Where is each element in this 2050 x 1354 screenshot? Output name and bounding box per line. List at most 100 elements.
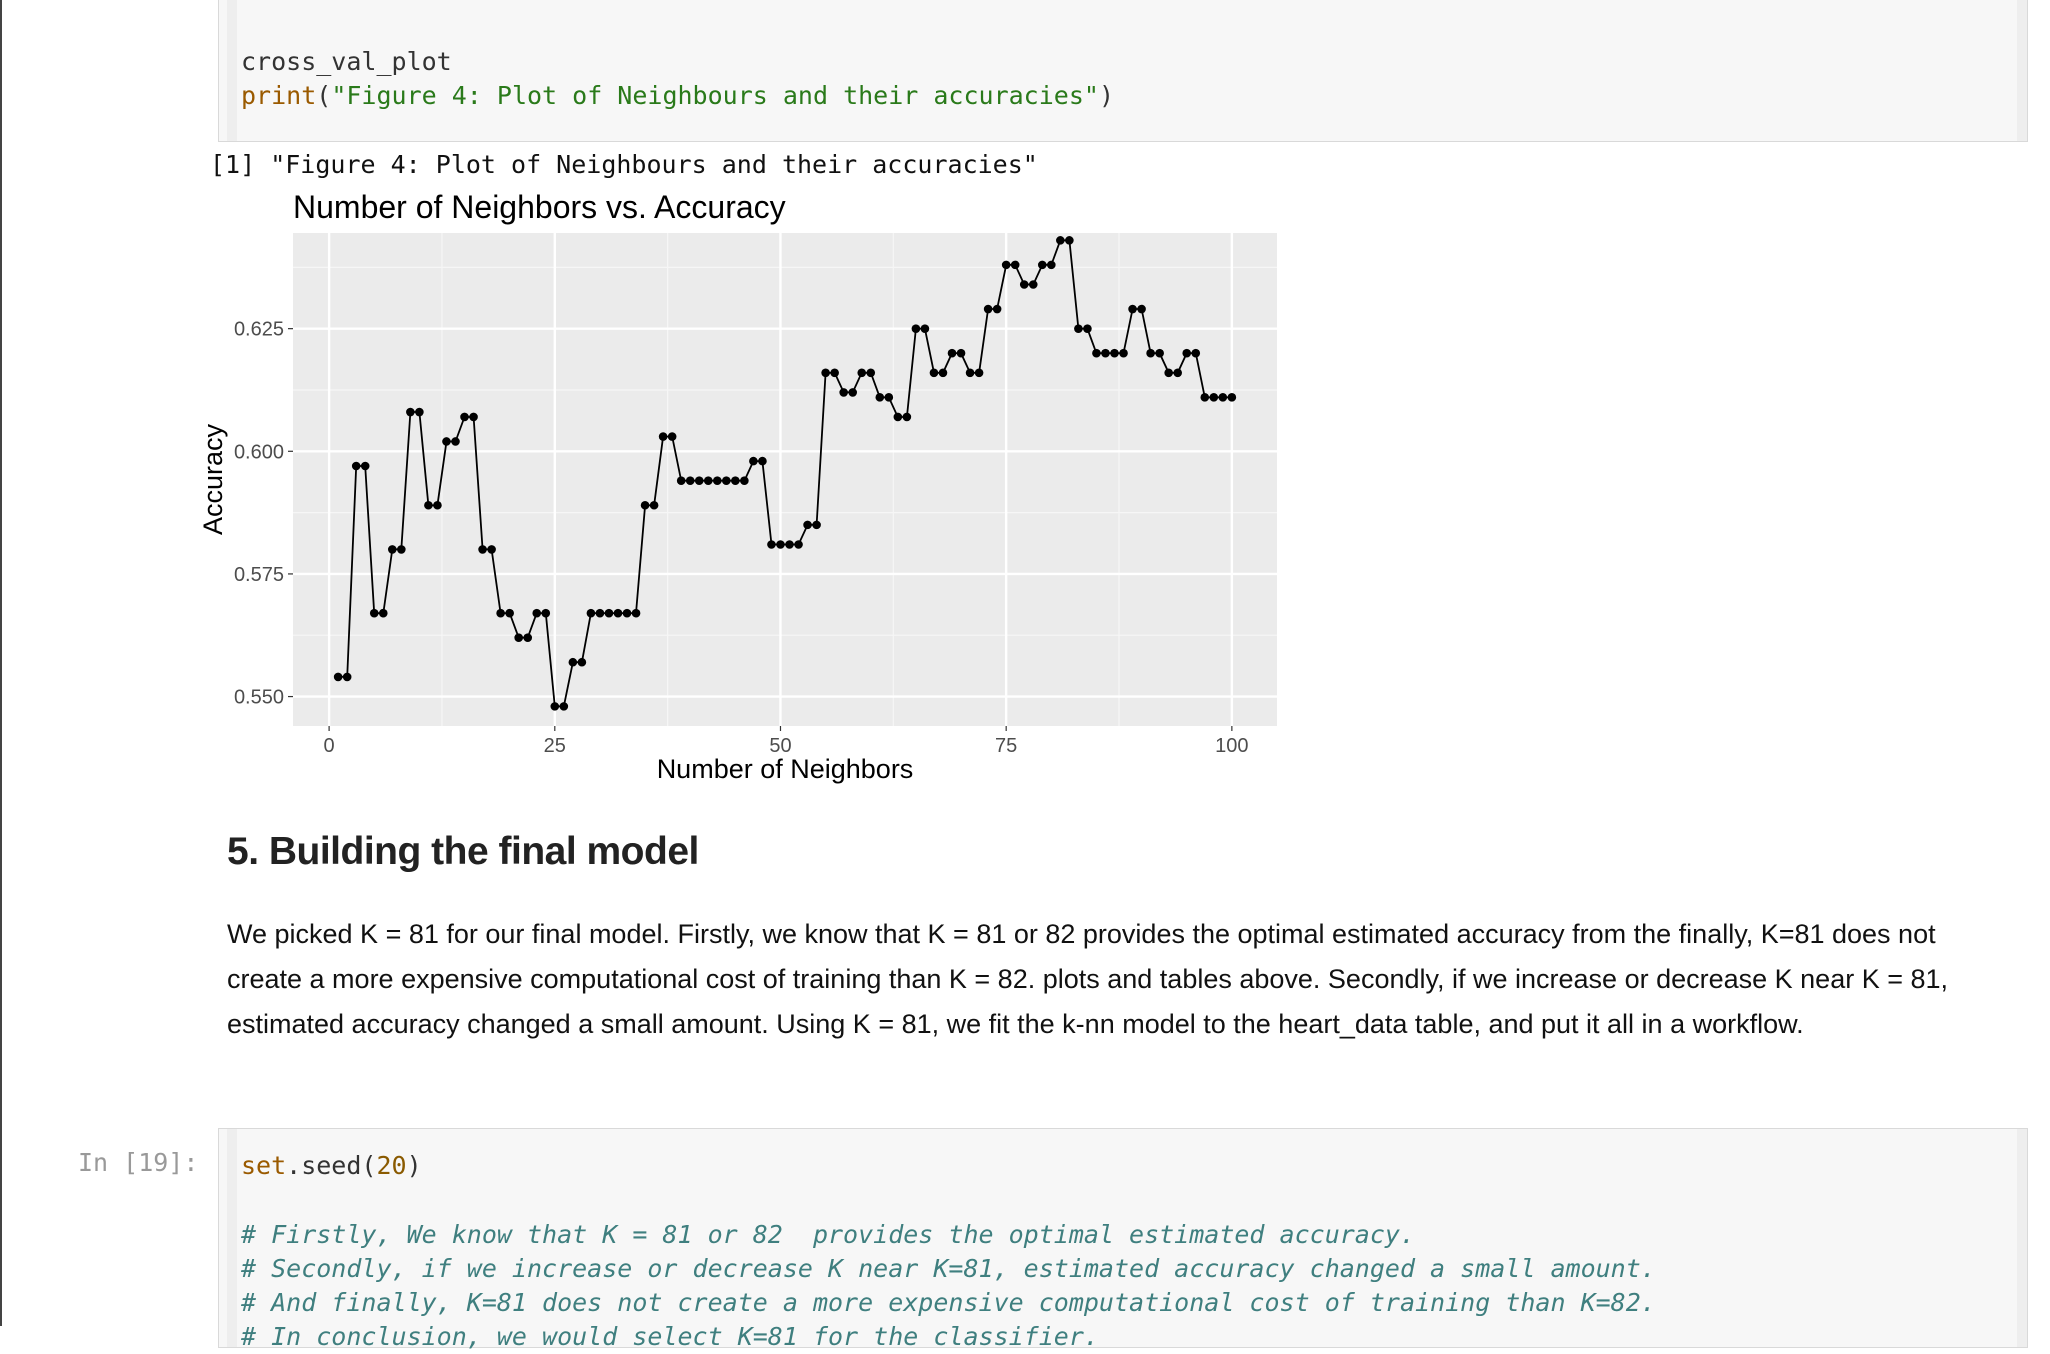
y-tick-label: 0.550 xyxy=(234,687,284,709)
x-tick-label: 0 xyxy=(324,735,335,757)
code-cell-bottom[interactable]: set.seed(20) # Firstly, We know that K =… xyxy=(218,1128,2028,1351)
data-point xyxy=(433,500,442,510)
code-cell-top[interactable]: cross_val_plot print("Figure 4: Plot of … xyxy=(218,0,2028,142)
data-point xyxy=(1037,260,1047,270)
data-point xyxy=(550,702,560,711)
data-point xyxy=(992,304,1002,314)
data-point xyxy=(577,657,587,667)
data-point xyxy=(911,324,921,333)
data-point xyxy=(740,476,749,486)
cell-right-border xyxy=(2017,1129,2027,1347)
data-point xyxy=(1001,260,1011,270)
x-tick-label: 50 xyxy=(769,735,791,757)
data-point xyxy=(703,476,713,486)
data-point xyxy=(649,500,659,510)
data-point xyxy=(397,545,406,554)
data-point xyxy=(1101,348,1110,358)
data-point xyxy=(749,456,758,466)
left-rail xyxy=(0,0,2,1326)
data-point xyxy=(1110,348,1119,358)
data-point xyxy=(1019,280,1029,289)
data-point xyxy=(1010,260,1020,270)
data-point xyxy=(857,368,867,378)
data-point xyxy=(1128,304,1137,314)
data-point xyxy=(1065,236,1074,245)
data-point xyxy=(351,461,361,471)
data-point xyxy=(631,608,641,618)
data-point xyxy=(767,540,776,549)
data-point xyxy=(1191,348,1201,358)
x-tick-label: 100 xyxy=(1215,735,1248,757)
data-point xyxy=(676,476,686,486)
data-point xyxy=(947,348,957,358)
code-comment-3: # And finally, K=81 does not create a mo… xyxy=(241,1288,1656,1317)
data-point xyxy=(469,412,478,422)
data-point xyxy=(406,407,415,417)
data-point xyxy=(1056,236,1065,245)
data-point xyxy=(929,368,939,378)
data-point xyxy=(893,412,903,422)
data-point xyxy=(731,476,740,486)
x-tick-label: 25 xyxy=(544,735,566,757)
data-point xyxy=(559,702,569,711)
cell-left-border xyxy=(227,1129,237,1347)
x-tick-label: 75 xyxy=(995,735,1017,757)
data-point xyxy=(532,608,542,618)
plot-panel xyxy=(293,233,1277,726)
data-point xyxy=(613,608,623,618)
data-point xyxy=(369,608,379,618)
data-point xyxy=(667,432,677,441)
section-paragraph: We picked K = 81 for our final model. Fi… xyxy=(227,919,1949,1039)
y-axis-label: Accuracy xyxy=(198,423,228,535)
data-point xyxy=(541,608,551,618)
data-point xyxy=(622,608,632,618)
data-point xyxy=(803,520,812,530)
data-point xyxy=(442,437,451,446)
data-point xyxy=(342,672,352,682)
data-point xyxy=(685,476,695,486)
data-point xyxy=(983,304,993,314)
data-point xyxy=(821,368,830,378)
data-point xyxy=(1200,393,1210,402)
y-tick-label: 0.575 xyxy=(234,564,284,586)
data-point xyxy=(658,432,668,441)
data-point xyxy=(776,540,785,549)
data-point xyxy=(694,476,704,486)
data-point xyxy=(812,520,821,530)
data-point xyxy=(604,608,614,618)
data-point xyxy=(848,388,858,397)
section-heading: 5. Building the final model xyxy=(227,830,699,873)
data-point xyxy=(424,500,433,510)
data-point xyxy=(1209,393,1219,402)
data-point xyxy=(378,608,388,618)
data-point xyxy=(333,672,343,682)
code-line-1: cross_val_plot xyxy=(241,47,452,76)
data-point xyxy=(505,608,514,618)
data-point xyxy=(586,608,596,618)
data-point xyxy=(1218,393,1228,402)
cell-right-border xyxy=(2017,0,2027,141)
cell-left-border xyxy=(227,0,237,141)
data-point xyxy=(1047,260,1056,270)
data-point xyxy=(794,540,803,549)
data-point xyxy=(496,608,505,618)
data-point xyxy=(451,437,460,446)
code-comment-2: # Secondly, if we increase or decrease K… xyxy=(241,1254,1656,1283)
data-point xyxy=(1164,368,1173,378)
data-point xyxy=(595,608,605,618)
data-point xyxy=(1227,393,1237,402)
data-point xyxy=(1173,368,1182,378)
code-line-seed: set.seed(20) xyxy=(241,1151,422,1180)
output-text: [1] "Figure 4: Plot of Neighbours and th… xyxy=(210,150,1038,179)
y-tick-label: 0.600 xyxy=(234,441,284,463)
data-point xyxy=(388,545,397,554)
data-point xyxy=(712,476,722,486)
code-line-2: print("Figure 4: Plot of Neighbours and … xyxy=(241,81,1115,110)
code-comment-1: # Firstly, We know that K = 81 or 82 pro… xyxy=(241,1220,1415,1249)
data-point xyxy=(839,388,848,397)
code-comment-4: # In conclusion, we would select K=81 fo… xyxy=(241,1322,1099,1351)
data-point xyxy=(965,368,975,378)
cell-prompt: In [19]: xyxy=(78,1148,199,1177)
data-point xyxy=(974,368,984,378)
data-point xyxy=(460,412,469,422)
